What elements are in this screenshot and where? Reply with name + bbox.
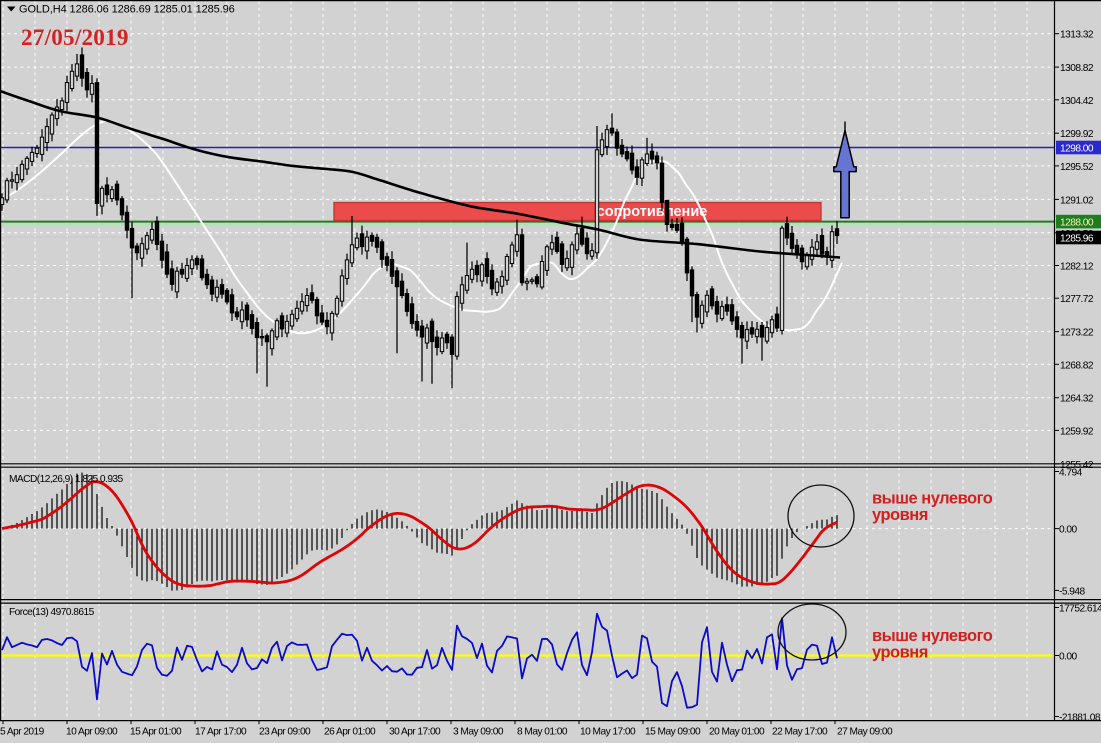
- svg-text:17752.614: 17752.614: [1059, 604, 1101, 615]
- svg-text:27 May 09:00: 27 May 09:00: [837, 727, 893, 738]
- svg-text:26 Apr 01:00: 26 Apr 01:00: [324, 727, 376, 738]
- svg-text:17 Apr 17:00: 17 Apr 17:00: [195, 727, 247, 738]
- svg-text:15 May 09:00: 15 May 09:00: [645, 727, 701, 738]
- svg-text:15 Apr 01:00: 15 Apr 01:00: [130, 727, 182, 738]
- svg-text:8 May 01:00: 8 May 01:00: [517, 727, 568, 738]
- svg-text:1273.22: 1273.22: [1060, 328, 1094, 339]
- svg-text:22 May 17:00: 22 May 17:00: [772, 727, 828, 738]
- svg-text:-21881.08: -21881.08: [1059, 713, 1101, 724]
- svg-text:Force(13) 4970.8615: Force(13) 4970.8615: [9, 607, 95, 618]
- svg-text:20 May 01:00: 20 May 01:00: [709, 727, 765, 738]
- svg-text:30 Apr 17:00: 30 Apr 17:00: [389, 727, 441, 738]
- svg-text:1277.72: 1277.72: [1060, 294, 1094, 305]
- svg-text:27/05/2019: 27/05/2019: [21, 25, 129, 51]
- svg-text:1255.42: 1255.42: [1060, 460, 1094, 471]
- svg-text:сопротивление: сопротивление: [597, 204, 708, 220]
- svg-text:0.00: 0.00: [1059, 652, 1078, 663]
- svg-text:1268.82: 1268.82: [1060, 360, 1094, 371]
- svg-text:1264.32: 1264.32: [1060, 394, 1094, 405]
- svg-text:10 May 17:00: 10 May 17:00: [580, 727, 636, 738]
- svg-text:1288.00: 1288.00: [1060, 218, 1094, 229]
- svg-text:GOLD,H4 1286.06 1286.69 1285.: GOLD,H4 1286.06 1286.69 1285.01 1285.96: [19, 4, 235, 16]
- svg-text:выше нулевого: выше нулевого: [872, 490, 993, 508]
- svg-text:-5.948: -5.948: [1059, 586, 1085, 597]
- svg-text:5 Apr 2019: 5 Apr 2019: [0, 727, 45, 738]
- svg-text:1313.32: 1313.32: [1060, 30, 1094, 41]
- svg-text:10 Apr 09:00: 10 Apr 09:00: [66, 727, 118, 738]
- svg-text:0.00: 0.00: [1059, 525, 1078, 536]
- svg-text:23 Apr 09:00: 23 Apr 09:00: [259, 727, 311, 738]
- svg-text:1259.92: 1259.92: [1060, 426, 1094, 437]
- svg-text:1298.00: 1298.00: [1060, 144, 1094, 155]
- svg-text:1285.96: 1285.96: [1060, 234, 1094, 245]
- svg-text:выше нулевого: выше нулевого: [872, 627, 993, 645]
- svg-text:3 May 09:00: 3 May 09:00: [453, 727, 504, 738]
- svg-text:1295.52: 1295.52: [1060, 162, 1094, 173]
- svg-text:1291.02: 1291.02: [1060, 195, 1094, 206]
- svg-text:4.794: 4.794: [1059, 468, 1083, 479]
- svg-text:1304.42: 1304.42: [1060, 96, 1094, 107]
- svg-text:MACD(12,26,9) 1.825 0.935: MACD(12,26,9) 1.825 0.935: [9, 474, 124, 485]
- svg-text:1282.12: 1282.12: [1060, 262, 1094, 273]
- svg-text:уровня: уровня: [872, 506, 928, 524]
- svg-text:уровня: уровня: [872, 644, 928, 662]
- svg-text:1308.82: 1308.82: [1060, 63, 1094, 74]
- svg-text:1299.92: 1299.92: [1060, 129, 1094, 140]
